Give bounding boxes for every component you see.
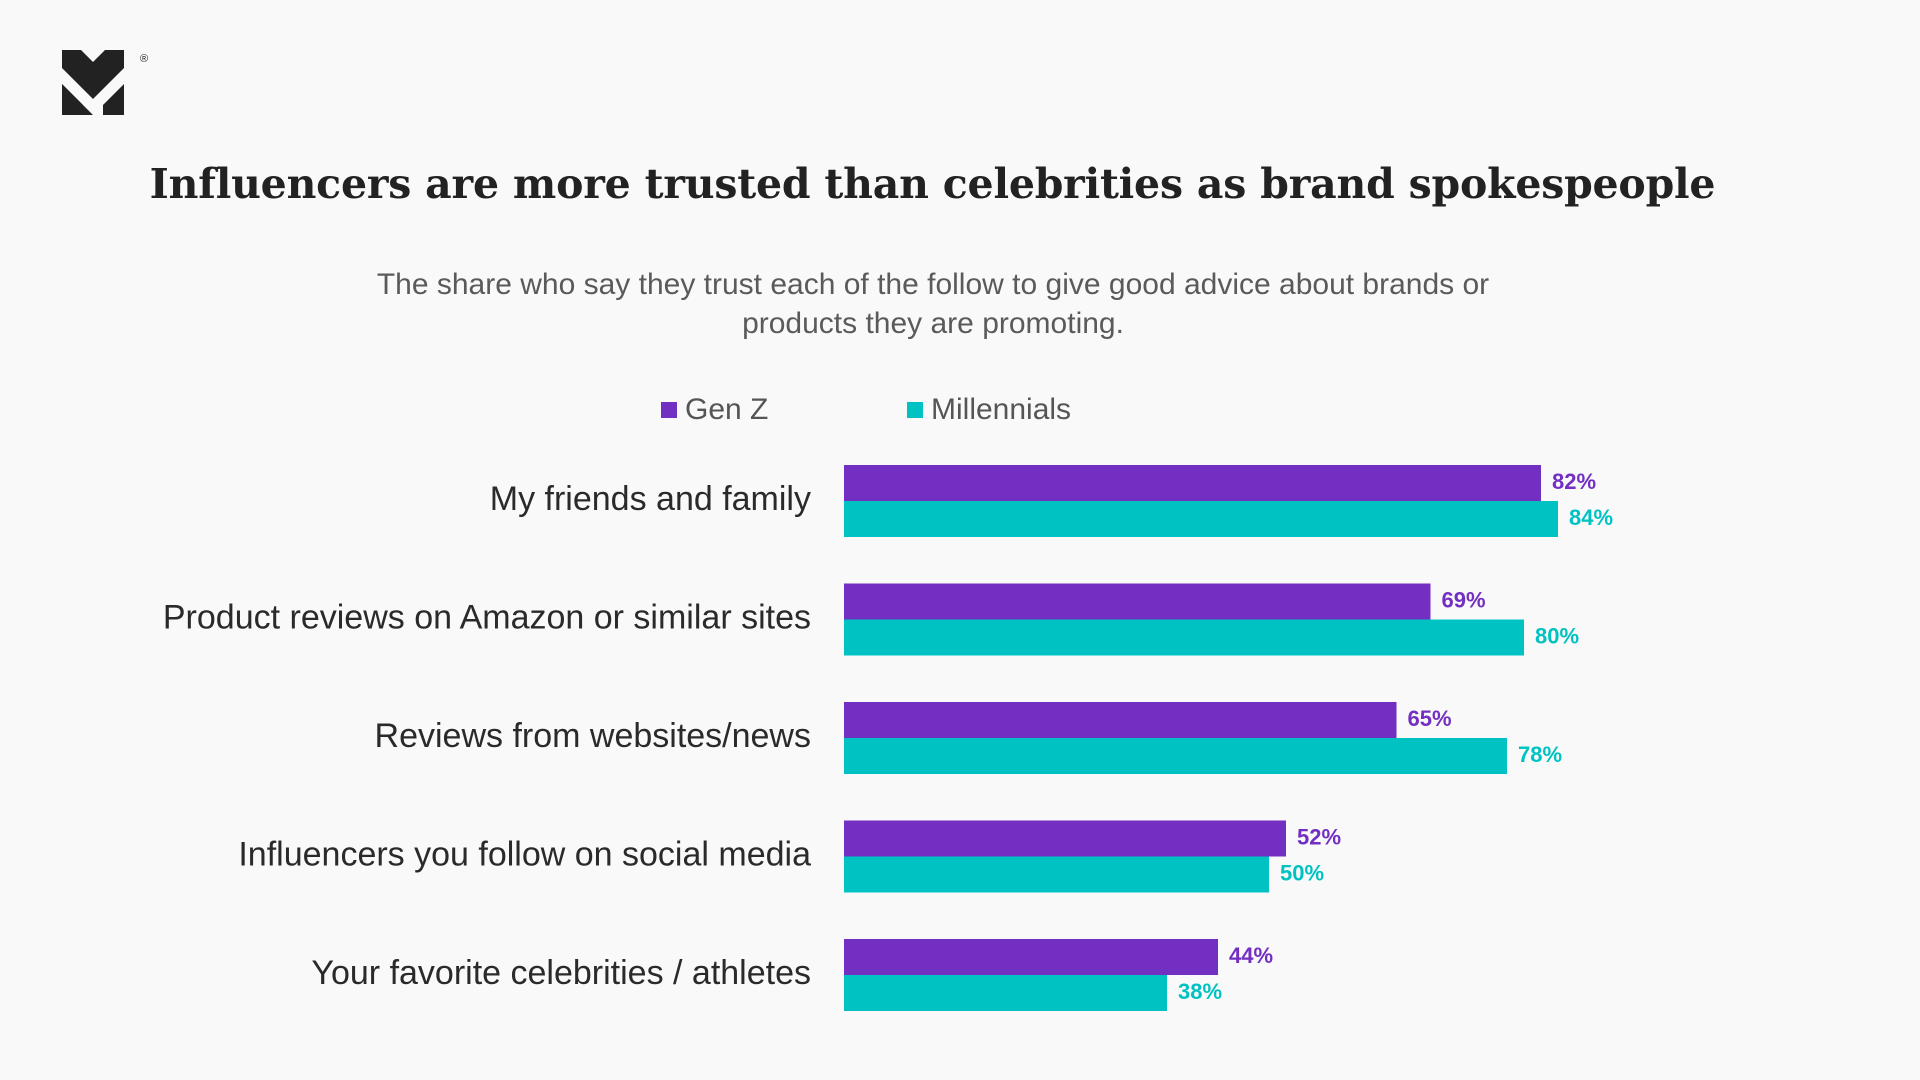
bar-millennials: [844, 975, 1167, 1011]
value-label-millennials: 78%: [1518, 742, 1562, 767]
category-label: My friends and family: [490, 480, 811, 518]
value-label-millennials: 38%: [1178, 979, 1222, 1004]
value-label-gen-z: 69%: [1442, 587, 1486, 612]
category-label: Product reviews on Amazon or similar sit…: [163, 598, 811, 636]
legend-label-millennials: Millennials: [931, 393, 1072, 426]
bar-millennials: [844, 501, 1558, 537]
bar-gen-z: [844, 702, 1397, 738]
m-chevron-logo-icon: ®: [62, 50, 148, 115]
bar-gen-z: [844, 583, 1431, 620]
value-label-gen-z: 52%: [1297, 824, 1341, 849]
legend-item-millennials: Millennials: [907, 393, 1071, 427]
category-label: Your favorite celebrities / athletes: [311, 954, 811, 992]
value-label-gen-z: 44%: [1229, 943, 1273, 968]
value-label-millennials: 84%: [1569, 505, 1613, 530]
bar-millennials: [844, 619, 1524, 656]
bar-gen-z: [844, 820, 1286, 857]
value-label-gen-z: 82%: [1552, 469, 1596, 494]
bar-millennials: [844, 738, 1507, 774]
value-label-millennials: 80%: [1535, 623, 1579, 648]
bar-millennials: [844, 856, 1269, 893]
category-label: Influencers you follow on social media: [238, 835, 811, 873]
value-label-gen-z: 65%: [1408, 706, 1452, 731]
legend-label-gen-z: Gen Z: [685, 393, 769, 426]
legend-item-gen-z: Gen Z: [661, 393, 768, 427]
legend-swatch-millennials: [907, 402, 923, 418]
bar-gen-z: [844, 465, 1541, 501]
bar-gen-z: [844, 939, 1218, 975]
chart-legend: Gen Z Millennials: [0, 393, 1920, 433]
value-label-millennials: 50%: [1280, 860, 1324, 885]
legend-swatch-gen-z: [661, 402, 677, 418]
chart-title: Influencers are more trusted than celebr…: [149, 160, 1716, 208]
registered-mark: ®: [140, 53, 148, 65]
chart-subtitle: The share who say they trust each of the…: [376, 268, 1490, 340]
category-label: Reviews from websites/news: [375, 717, 811, 755]
